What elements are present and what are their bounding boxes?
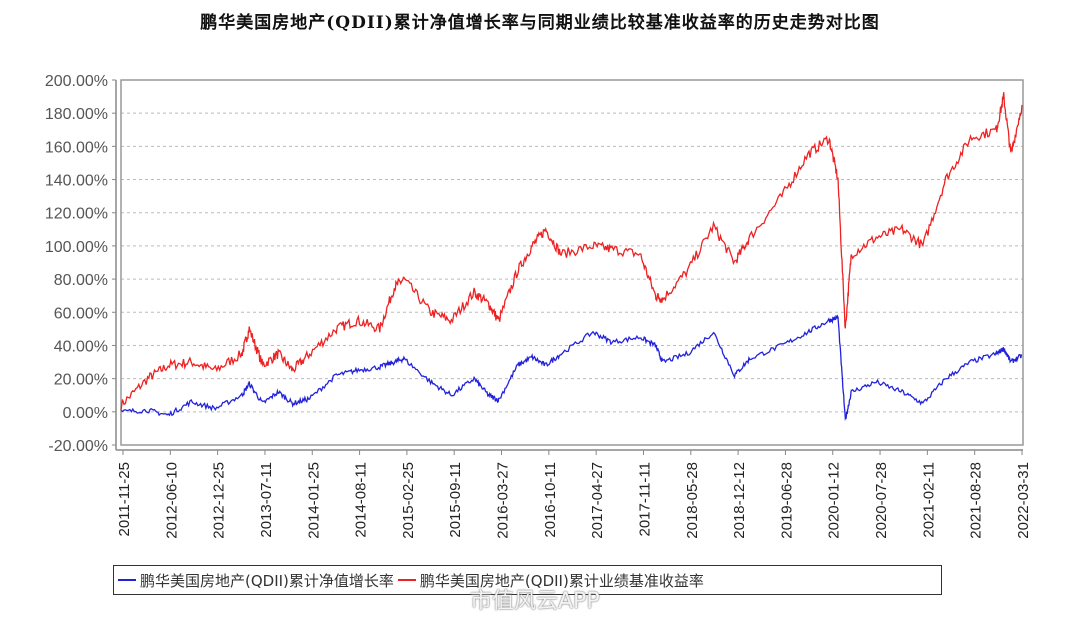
legend-item-benchmark: 鹏华美国房地产(QDII)累计业绩基准收益率 <box>397 570 704 591</box>
chart-title: 鹏华美国房地产(QDII)累计净值增长率与同期业绩比较基准收益率的历史走势对比图 <box>200 13 880 33</box>
x-tick-label: 2015-02-25 <box>400 462 417 539</box>
nav-growth-line <box>120 314 1023 421</box>
x-tick-label: 2020-07-28 <box>873 462 890 539</box>
x-tick-label: 2021-08-28 <box>968 462 985 539</box>
legend-label-benchmark: 鹏华美国房地产(QDII)累计业绩基准收益率 <box>419 571 704 590</box>
x-tick-label: 2017-11-11 <box>636 462 653 537</box>
x-tick-label: 2018-05-28 <box>684 462 701 539</box>
x-tick-label: 2015-09-11 <box>447 462 464 538</box>
legend-swatch-red <box>397 579 416 581</box>
y-tick-label: 0.00% <box>63 405 108 422</box>
y-tick-label: 180.00% <box>45 106 108 123</box>
watermark: 市值风云APP <box>470 589 600 614</box>
x-tick-label: 2016-03-27 <box>495 462 512 539</box>
gridlines <box>121 79 1023 446</box>
y-tick-label: 60.00% <box>54 305 108 322</box>
y-tick-label: 40.00% <box>54 338 108 355</box>
y-tick-label: 120.00% <box>45 206 108 223</box>
x-tick-label: 2020-01-12 <box>826 462 843 539</box>
x-axis-ticks: 2011-11-25 2012-06-10 2012-12-25 2013-07-11… <box>116 450 1032 539</box>
y-tick-label: 140.00% <box>45 173 108 190</box>
chart-legend: 鹏华美国房地产(QDII)累计净值增长率 鹏华美国房地产(QDII)累计业绩基准… <box>113 565 942 595</box>
legend-label-nav: 鹏华美国房地产(QDII)累计净值增长率 <box>140 571 394 590</box>
y-axis-ticks: 200.00% 180.00% 160.00% 140.00% 120.00% 100.0… <box>45 73 116 455</box>
y-tick-label: 100.00% <box>45 239 108 256</box>
x-tick-label: 2013-07-11 <box>258 462 275 538</box>
y-tick-label: -20.00% <box>48 438 108 455</box>
plot-frame <box>120 79 1024 446</box>
x-tick-label: 2016-10-11 <box>542 462 559 538</box>
y-tick-label: 160.00% <box>45 139 108 156</box>
legend-swatch-blue <box>118 579 136 581</box>
x-tick-label: 2022-03-31 <box>1015 462 1032 539</box>
x-tick-label: 2012-12-25 <box>211 462 228 539</box>
y-tick-label: 80.00% <box>54 272 108 289</box>
x-tick-label: 2012-06-10 <box>163 462 180 539</box>
x-tick-label: 2017-04-27 <box>589 462 606 539</box>
legend-item-nav: 鹏华美国房地产(QDII)累计净值增长率 <box>118 570 394 591</box>
x-tick-label: 2018-12-12 <box>731 462 748 539</box>
x-tick-label: 2011-11-25 <box>116 462 133 537</box>
y-tick-label: 20.00% <box>54 372 108 389</box>
x-tick-label: 2014-08-11 <box>353 462 370 538</box>
benchmark-return-line <box>120 92 1023 411</box>
y-tick-label: 200.00% <box>45 73 108 90</box>
x-tick-label: 2014-01-25 <box>305 462 322 539</box>
x-tick-label: 2019-06-28 <box>778 462 795 539</box>
x-tick-label: 2021-02-11 <box>920 462 937 538</box>
